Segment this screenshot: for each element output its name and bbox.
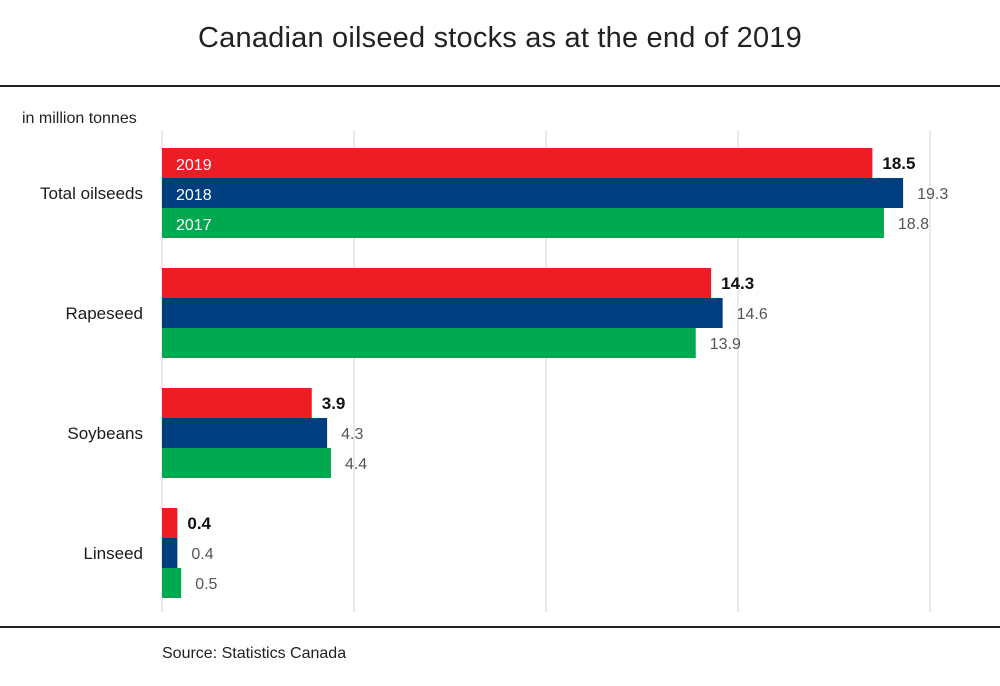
- bar-linseed-2018: [162, 538, 178, 568]
- value-label-soybeans-2019: 3.9: [322, 394, 346, 413]
- category-label-rapeseed: Rapeseed: [65, 304, 143, 323]
- value-label-rapeseed-2019: 14.3: [721, 274, 754, 293]
- bar-total-oilseeds-2019: [162, 148, 873, 178]
- category-label-linseed: Linseed: [83, 544, 143, 563]
- value-label-total-oilseeds-2019: 18.5: [882, 154, 915, 173]
- bar-rapeseed-2019: [162, 268, 712, 298]
- category-label-total-oilseeds: Total oilseeds: [40, 184, 143, 203]
- bar-rapeseed-2017: [162, 328, 696, 358]
- value-label-total-oilseeds-2017: 18.8: [898, 216, 929, 233]
- bar-soybeans-2019: [162, 388, 312, 418]
- category-label-soybeans: Soybeans: [67, 424, 143, 443]
- bar-soybeans-2018: [162, 418, 328, 448]
- bar-soybeans-2017: [162, 448, 331, 478]
- value-label-rapeseed-2018: 14.6: [737, 306, 768, 323]
- value-label-linseed-2017: 0.5: [195, 576, 217, 593]
- bar-linseed-2017: [162, 568, 182, 598]
- legend-label-2018: 2018: [176, 187, 212, 204]
- source-note: Source: Statistics Canada: [162, 645, 347, 662]
- legend-label-2019: 2019: [176, 157, 212, 174]
- value-label-soybeans-2017: 4.4: [345, 456, 367, 473]
- top-divider: [0, 85, 1000, 87]
- bar-total-oilseeds-2018: [162, 178, 904, 208]
- value-label-soybeans-2018: 4.3: [341, 426, 363, 443]
- chart-title: Canadian oilseed stocks as at the end of…: [198, 22, 802, 54]
- value-label-linseed-2019: 0.4: [187, 514, 211, 533]
- value-label-rapeseed-2017: 13.9: [710, 336, 741, 353]
- unit-label: in million tonnes: [22, 110, 137, 127]
- bar-rapeseed-2018: [162, 298, 723, 328]
- bottom-divider: [0, 626, 1000, 628]
- value-label-linseed-2018: 0.4: [191, 546, 213, 563]
- bar-total-oilseeds-2017: [162, 208, 884, 238]
- legend-label-2017: 2017: [176, 217, 212, 234]
- value-label-total-oilseeds-2018: 19.3: [917, 186, 948, 203]
- bar-linseed-2019: [162, 508, 178, 538]
